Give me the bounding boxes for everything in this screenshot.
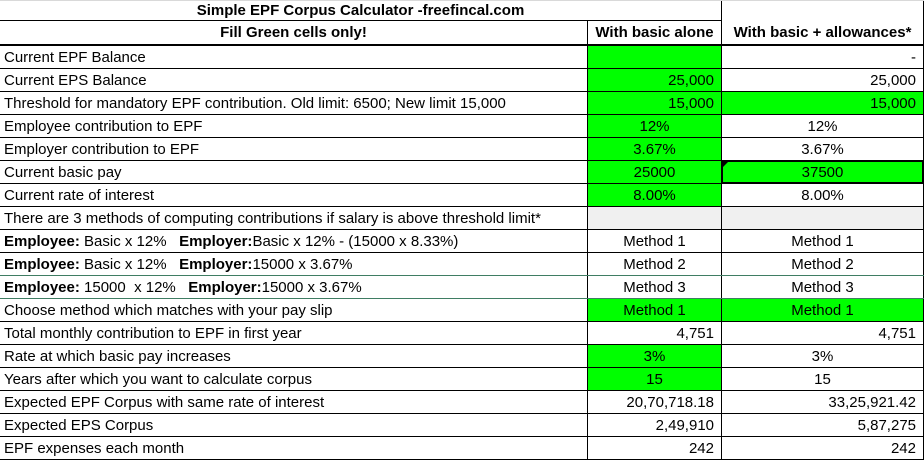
cell-basic-value[interactable]: 2,49,910 <box>587 414 721 436</box>
cell-basic-value[interactable]: Method 1 <box>587 230 721 252</box>
cell-allowances-value[interactable]: Method 1 <box>721 230 924 252</box>
column-header-with-basic-allowances: With basic + allowances* <box>721 1 924 44</box>
table-row-method-2-definition: Employee: Basic x 12% Employer: 15000 x 3… <box>0 253 924 276</box>
cell-basic-input[interactable]: 25000 <box>587 161 721 183</box>
cell-allowances-value[interactable]: Method 2 <box>721 253 924 275</box>
row-label: Rate at which basic pay increases <box>4 347 231 365</box>
row-label: Employee: Basic x 12% Employer: Basic x 1… <box>4 232 459 250</box>
row-label: There are 3 methods of computing contrib… <box>4 209 541 227</box>
cell-allowances-value[interactable]: 5,87,275 <box>721 414 924 436</box>
cell-allowances-value[interactable]: 33,25,921.42 <box>721 391 924 413</box>
page-title: Simple EPF Corpus Calculator -freefincal… <box>0 1 721 21</box>
table-header-section: Simple EPF Corpus Calculator -freefincal… <box>0 1 924 46</box>
cell-value: 37500 <box>801 163 844 181</box>
cell-allowances-value[interactable]: 3% <box>721 345 924 367</box>
cell-allowances-input[interactable]: Method 1 <box>721 299 924 321</box>
row-label: Threshold for mandatory EPF contribution… <box>4 94 506 112</box>
table-row-current-basic-pay: Current basic pay 25000 37500 <box>0 161 924 184</box>
cell-basic-input[interactable]: 15 <box>587 368 721 390</box>
cell-basic-input[interactable]: 3.67% <box>587 138 721 160</box>
table-row-employer-contribution: Employer contribution to EPF 3.67% 3.67% <box>0 138 924 161</box>
cell-basic-empty[interactable] <box>587 207 721 229</box>
cell-allowances-value[interactable]: 12% <box>721 115 924 137</box>
row-label: Expected EPS Corpus <box>4 416 154 434</box>
row-label: Current EPS Balance <box>4 71 147 89</box>
row-label: Years after which you want to calculate … <box>4 370 312 388</box>
cell-allowances-value[interactable]: 15 <box>721 368 924 390</box>
cell-basic-input[interactable]: Method 1 <box>587 299 721 321</box>
table-row-method-3-definition: Employee: 15000 x 12% Employer: 15000 x 3… <box>0 276 924 299</box>
row-label: Employee: Basic x 12% Employer: 15000 x 3… <box>4 255 353 273</box>
row-label: Employer contribution to EPF <box>4 140 200 158</box>
cell-allowances-value[interactable]: 3.67% <box>721 138 924 160</box>
cell-basic-value[interactable]: 20,70,718.18 <box>587 391 721 413</box>
table-row-method-1-definition: Employee: Basic x 12% Employer: Basic x 1… <box>0 230 924 253</box>
row-label: Employee: 15000 x 12% Employer: 15000 x 3… <box>4 278 362 296</box>
table-row-basic-pay-increase-rate: Rate at which basic pay increases 3% 3% <box>0 345 924 368</box>
row-label: Current rate of interest <box>4 186 155 204</box>
table-row-total-monthly-contribution: Total monthly contribution to EPF in fir… <box>0 322 924 345</box>
row-label: Employee contribution to EPF <box>4 117 203 135</box>
cell-basic-value[interactable]: 242 <box>587 437 721 459</box>
table-row-methods-note: There are 3 methods of computing contrib… <box>0 207 924 230</box>
cell-basic-input[interactable]: 8.00% <box>587 184 721 206</box>
cell-basic-input[interactable]: 15,000 <box>587 92 721 114</box>
header-fill-green-cells: Fill Green cells only! <box>220 24 367 41</box>
row-label: Choose method which matches with your pa… <box>4 301 333 319</box>
table-row-years-to-calculate: Years after which you want to calculate … <box>0 368 924 391</box>
cell-allowances-value[interactable]: Method 3 <box>721 276 924 298</box>
cell-basic-input[interactable]: 12% <box>587 115 721 137</box>
table-row-expected-eps-corpus: Expected EPS Corpus 2,49,910 5,87,275 <box>0 414 924 437</box>
row-label: Current basic pay <box>4 163 122 181</box>
cell-allowances-value[interactable]: 25,000 <box>721 69 924 91</box>
cell-allowances-input-selected[interactable]: 37500 <box>721 161 924 183</box>
cell-allowances-empty[interactable] <box>721 207 924 229</box>
cell-allowances-value[interactable]: 4,751 <box>721 322 924 344</box>
table-row-employee-contribution: Employee contribution to EPF 12% 12% <box>0 115 924 138</box>
column-header-with-basic-alone: With basic alone <box>587 21 721 44</box>
cell-allowances-value[interactable]: 242 <box>721 437 924 459</box>
cell-allowances-value[interactable]: 8.00% <box>721 184 924 206</box>
cell-allowances-input[interactable]: 15,000 <box>721 92 924 114</box>
table-row-expected-epf-corpus: Expected EPF Corpus with same rate of in… <box>0 391 924 414</box>
comment-corner-triangle-icon <box>722 161 729 168</box>
cell-basic-input[interactable]: 3% <box>587 345 721 367</box>
table-row-current-epf-balance: Current EPF Balance - <box>0 46 924 69</box>
cell-basic-value[interactable]: Method 2 <box>587 253 721 275</box>
table-row-epf-expenses: EPF expenses each month 242 242 <box>0 437 924 460</box>
table-row-current-eps-balance: Current EPS Balance 25,000 25,000 <box>0 69 924 92</box>
table-row-choose-method: Choose method which matches with your pa… <box>0 299 924 322</box>
cell-allowances-value[interactable]: - <box>721 46 924 68</box>
cell-basic-value[interactable]: Method 3 <box>587 276 721 298</box>
row-label: Current EPF Balance <box>4 48 146 66</box>
table-row-threshold: Threshold for mandatory EPF contribution… <box>0 92 924 115</box>
cell-basic-input[interactable]: 25,000 <box>587 69 721 91</box>
row-label: EPF expenses each month <box>4 439 185 457</box>
cell-basic-value[interactable]: 4,751 <box>587 322 721 344</box>
cell-basic-input[interactable] <box>587 46 721 68</box>
row-label: Total monthly contribution to EPF in fir… <box>4 324 302 342</box>
table-row-current-rate-of-interest: Current rate of interest 8.00% 8.00% <box>0 184 924 207</box>
row-label: Expected EPF Corpus with same rate of in… <box>4 393 325 411</box>
